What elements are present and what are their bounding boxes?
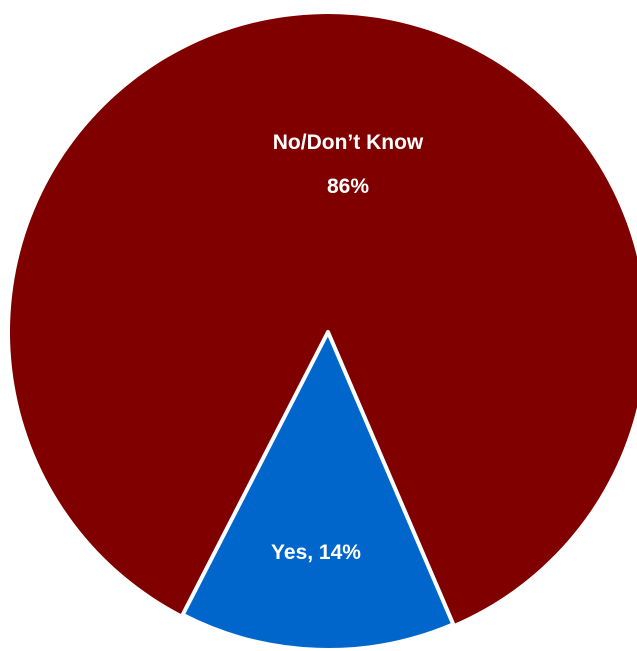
- pie-slice-no-dont-know: [10, 14, 637, 625]
- slice-label-yes: Yes, 14%: [271, 541, 361, 564]
- pie-slice-yes: [180, 330, 456, 651]
- pie-labels: No/Don’t Know 86% Yes, 14%: [271, 131, 424, 564]
- slice-label-no-dont-know: No/Don’t Know: [273, 131, 424, 154]
- pie-slices: [10, 14, 637, 651]
- slice-value-no-dont-know: 86%: [327, 175, 369, 198]
